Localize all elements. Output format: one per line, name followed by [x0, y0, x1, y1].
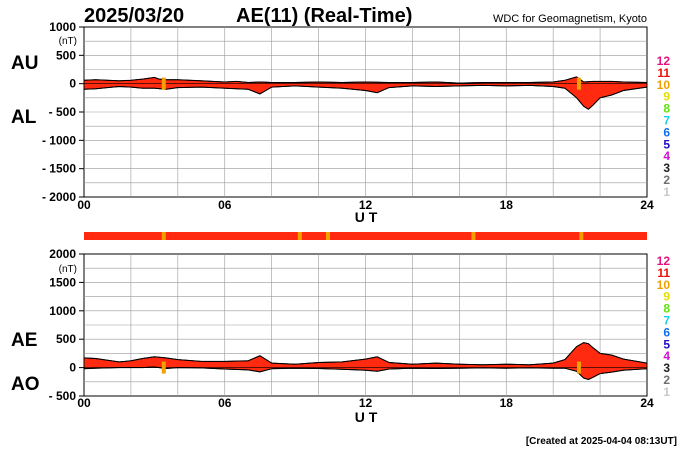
- legend-count-11: 11: [657, 266, 670, 280]
- legend-count-6: 6: [663, 325, 670, 339]
- x-tick-label: 18: [500, 396, 514, 410]
- y-tick-label: - 1000: [42, 133, 76, 147]
- legend-count-12: 12: [657, 254, 671, 268]
- y-tick-label: 0: [69, 361, 76, 375]
- legend-count-5: 5: [663, 337, 670, 351]
- ae-label: AE: [11, 330, 37, 351]
- x-tick-label: 24: [640, 396, 654, 410]
- y-tick-label: 500: [56, 332, 76, 346]
- y-tick-label: 1000: [49, 20, 76, 34]
- strip-flag: [297, 232, 302, 240]
- chart-source: WDC for Geomagnetism, Kyoto: [493, 13, 647, 25]
- station-flag: [576, 361, 581, 374]
- series-line-ae: [83, 342, 648, 366]
- legend-count-5: 5: [663, 137, 670, 151]
- legend-count-11: 11: [657, 66, 670, 80]
- legend-count-9: 9: [663, 290, 670, 304]
- station-flag: [161, 361, 166, 374]
- legend-count-3: 3: [663, 161, 670, 175]
- series-line-au: [83, 76, 648, 84]
- x-tick-label: 06: [218, 198, 232, 212]
- strip-flag: [325, 232, 330, 240]
- strip-flag: [161, 232, 166, 240]
- strip-flag: [471, 232, 476, 240]
- legend-count-6: 6: [663, 125, 670, 139]
- x-tick-label: 24: [640, 198, 654, 212]
- station-flag: [161, 77, 166, 90]
- legend-count-8: 8: [663, 102, 670, 116]
- panel1-ylabel: (nT): [59, 36, 77, 47]
- legend-count-12: 12: [657, 54, 671, 68]
- legend-count-3: 3: [663, 361, 670, 375]
- station-flag: [576, 77, 581, 90]
- ae-ao-panel: 2000 1500 1000 500 0 - 500 00 06 12 18 24: [49, 247, 654, 410]
- legend-count-4: 4: [663, 149, 670, 163]
- chart-title: AE(11) (Real-Time): [236, 5, 412, 27]
- x-tick-label: 12: [359, 396, 373, 410]
- panel2-xlabel: U T: [355, 409, 378, 425]
- created-timestamp: [Created at 2025-04-04 08:13UT]: [526, 436, 677, 447]
- legend-count-7: 7: [663, 114, 670, 128]
- y-tick-label: 2000: [49, 247, 76, 261]
- y-tick-label: 500: [56, 48, 76, 62]
- y-tick-label: 1500: [49, 275, 76, 289]
- legend-count-10: 10: [657, 78, 671, 92]
- strip-flag: [579, 232, 584, 240]
- legend-count-4: 4: [663, 349, 670, 363]
- y-tick-label: - 500: [49, 389, 77, 403]
- series-line-al: [83, 84, 648, 110]
- au-label: AU: [11, 53, 38, 74]
- x-tick-label: 00: [77, 396, 91, 410]
- y-tick-label: 1000: [49, 304, 76, 318]
- legend-count-8: 8: [663, 302, 670, 316]
- legend-count-10: 10: [657, 278, 671, 292]
- panel2-ylabel: (nT): [59, 264, 77, 275]
- legend-count-2: 2: [663, 173, 670, 187]
- x-tick-label: 18: [500, 198, 514, 212]
- legend-count-2: 2: [663, 373, 670, 387]
- al-label: AL: [11, 107, 37, 128]
- quality-strip: [84, 232, 647, 240]
- y-tick-label: - 2000: [42, 190, 76, 204]
- legend-count-7: 7: [663, 314, 670, 328]
- panel1-xlabel: U T: [355, 209, 378, 225]
- series-line-ao: [83, 366, 648, 381]
- legend-count-1: 1: [663, 385, 670, 399]
- strip-bar: [84, 232, 647, 240]
- legend-count-9: 9: [663, 90, 670, 104]
- chart-date: 2025/03/20: [84, 5, 184, 27]
- x-tick-label: 00: [77, 198, 91, 212]
- x-tick-label: 06: [218, 396, 232, 410]
- y-tick-label: - 500: [49, 105, 77, 119]
- y-tick-label: - 1500: [42, 162, 76, 176]
- y-tick-label: 0: [69, 77, 76, 91]
- ao-label: AO: [11, 374, 40, 395]
- legend-count-1: 1: [663, 185, 670, 199]
- x-tick-label: 12: [359, 198, 373, 212]
